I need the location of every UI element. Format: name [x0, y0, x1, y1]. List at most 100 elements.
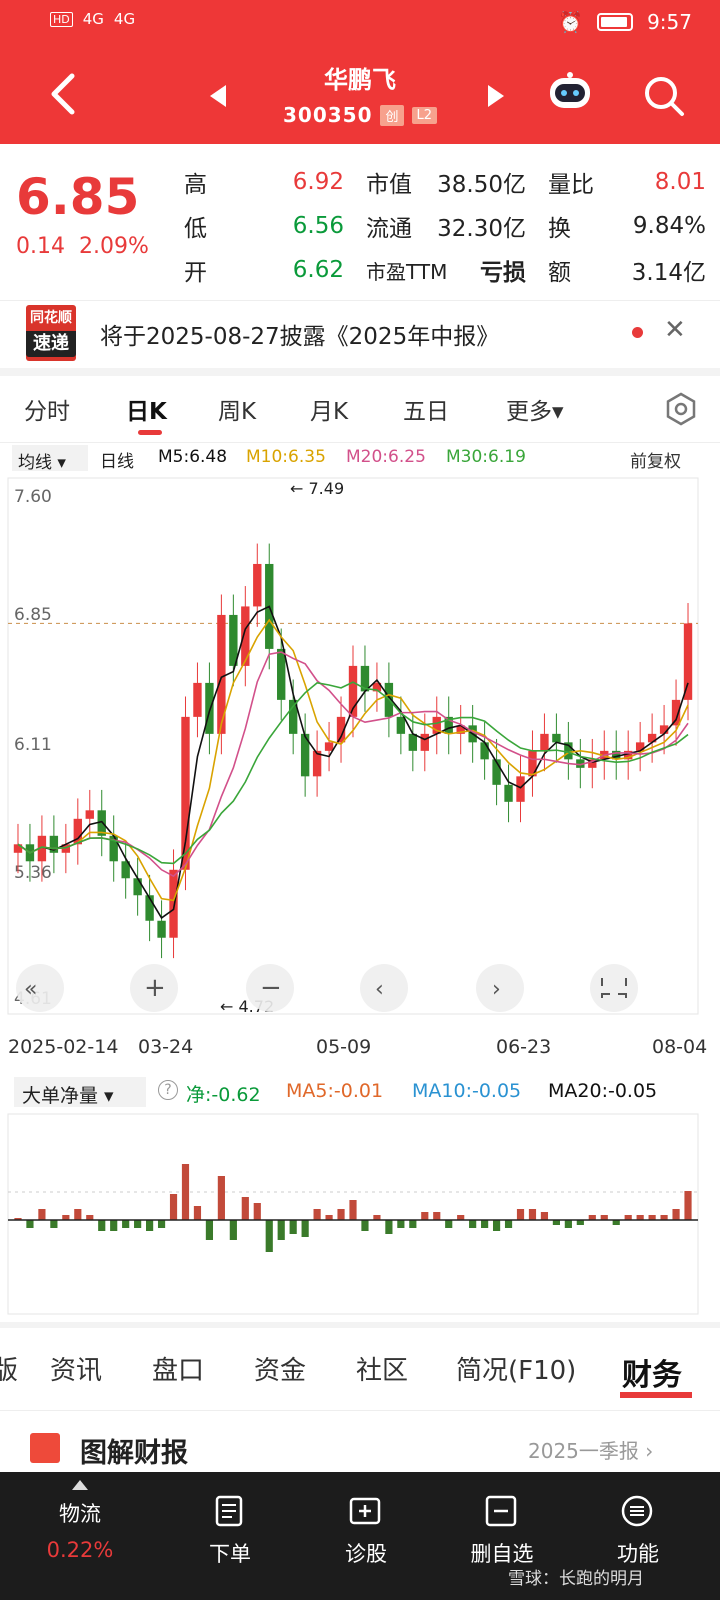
tab-more[interactable]: 更多▾ [506, 399, 564, 425]
tab-community[interactable]: 社区 [356, 1356, 409, 1386]
low-label: 低 [184, 216, 207, 242]
flow-bar [265, 1220, 273, 1252]
ma10-value: M10:6.35 [246, 447, 326, 467]
flow-indicator-dropdown[interactable]: 大单净量 ▾ [14, 1077, 146, 1107]
report-period-link[interactable]: 2025一季报 › [528, 1439, 654, 1463]
candle-body [372, 682, 382, 692]
flow-bar [241, 1197, 249, 1220]
candle-body [564, 742, 573, 760]
nav-sector[interactable]: 物流 0.22% [10, 1472, 150, 1600]
candle-body [169, 869, 178, 938]
candle-body [145, 895, 154, 921]
chinext-badge: 创 [380, 104, 404, 126]
flow-bar-chart[interactable] [0, 1112, 720, 1322]
y-label-low: 5.36 [14, 863, 52, 883]
flow-bar [433, 1212, 441, 1220]
tab-intraday[interactable]: 分时 [24, 399, 70, 425]
robot-assistant-icon[interactable] [546, 72, 594, 112]
nav-functions[interactable]: 功能 [568, 1472, 708, 1600]
candle-body [647, 733, 657, 743]
zoom-in-button[interactable]: + [130, 964, 178, 1012]
nav-diagnose[interactable]: 诊股 [296, 1472, 436, 1600]
flow-ma20: MA20:-0.05 [548, 1080, 658, 1102]
scroll-right-button[interactable]: › [476, 964, 524, 1012]
candle-body [277, 648, 286, 700]
flow-bar [169, 1194, 178, 1220]
flow-bar [349, 1200, 357, 1220]
search-icon[interactable] [642, 74, 686, 118]
y-label-top: 7.60 [14, 487, 52, 507]
candle-body [324, 742, 334, 751]
prev-stock-icon[interactable] [210, 85, 226, 107]
flow-bar [217, 1176, 225, 1220]
tab-financials[interactable]: 财务 [622, 1358, 682, 1393]
news-logo: 同花顺 速递 [26, 305, 76, 361]
candle-body [624, 750, 633, 760]
back-icon[interactable] [44, 70, 84, 118]
mktcap-value: 38.50亿 [437, 172, 526, 198]
date-label-4: 06-23 [496, 1036, 552, 1058]
candle-body [205, 682, 214, 734]
close-icon[interactable]: ✕ [664, 315, 686, 345]
price-change: 0.14 [16, 234, 65, 259]
candle-body [516, 776, 525, 802]
flow-bar [146, 1220, 154, 1231]
help-icon[interactable]: ? [158, 1080, 178, 1100]
financial-report-card[interactable]: 图解财报 2025一季报 › [0, 1410, 720, 1470]
settings-hexagon-icon[interactable] [664, 392, 698, 426]
nav-order[interactable]: 下单 [160, 1472, 300, 1600]
flow-bar [492, 1220, 501, 1231]
scroll-left-button[interactable]: ‹ [360, 964, 408, 1012]
tab-daily-k[interactable]: 日K [126, 399, 167, 425]
battery-icon [597, 13, 634, 31]
flow-bar [385, 1220, 393, 1234]
l2-badge: L2 [411, 106, 438, 124]
stock-code: 300350 [282, 103, 373, 127]
detail-tabs: 版 资讯 盘口 资金 社区 简况(F10) 财务 [0, 1336, 720, 1400]
next-stock-icon[interactable] [488, 85, 504, 107]
tab-f10[interactable]: 简况(F10) [456, 1356, 577, 1386]
fullscreen-button[interactable] [590, 964, 638, 1012]
candle-body [217, 614, 226, 734]
unread-dot [632, 327, 643, 338]
ma20-line [17, 651, 689, 878]
open-value: 6.62 [292, 257, 344, 283]
tab-orderbook[interactable]: 盘口 [152, 1356, 205, 1386]
pe-label: 市盈TTM [366, 259, 448, 284]
chart-report-icon [30, 1433, 60, 1463]
tab-weekly-k[interactable]: 周K [218, 399, 257, 425]
tab-five-day[interactable]: 五日 [403, 399, 449, 425]
flow-bar [26, 1220, 34, 1228]
news-banner[interactable]: 同花顺 速递 将于2025-08-27披露《2025年中报》 ✕ [0, 300, 720, 366]
mktcap-label: 市值 [366, 172, 412, 198]
candle-body [456, 725, 465, 734]
flow-bar [457, 1215, 465, 1220]
tab-monthly-k[interactable]: 月K [310, 399, 349, 425]
ma-dropdown[interactable]: 均线 ▾ [12, 445, 88, 473]
bottom-nav: 物流 0.22% 下单 诊股 删自选 功能 [0, 1472, 720, 1600]
date-label-5: 08-04 [652, 1036, 708, 1058]
candle-body [408, 733, 418, 751]
caret-up-icon [72, 1480, 88, 1490]
status-bar: HD 4G 4G ⏰ 9:57 [0, 0, 720, 46]
flow-bar [193, 1206, 202, 1220]
candle-body [671, 699, 681, 726]
nav-remove-watchlist[interactable]: 删自选 [432, 1472, 572, 1600]
zoom-out-fast-button[interactable]: « [16, 964, 64, 1012]
zoom-out-button[interactable]: − [246, 964, 294, 1012]
adjust-mode[interactable]: 前复权 [630, 452, 681, 472]
date-label-3: 05-09 [316, 1036, 372, 1058]
candle-body [37, 835, 47, 862]
period-label[interactable]: 日线 [100, 452, 134, 472]
flow-bar [313, 1209, 321, 1220]
flow-bar [86, 1215, 94, 1220]
flow-bar [445, 1220, 453, 1228]
menu-circle-icon [621, 1495, 653, 1527]
tab-news[interactable]: 资讯 [50, 1356, 103, 1386]
flow-bar [253, 1203, 261, 1220]
candle-body [635, 742, 645, 751]
tab-funds[interactable]: 资金 [254, 1356, 307, 1386]
flow-bar [540, 1212, 549, 1220]
candlestick-chart[interactable]: 7.60 6.85 6.11 5.36 4.61 ← 7.49 ← 4.72 «… [0, 474, 720, 1034]
news-text[interactable]: 将于2025-08-27披露《2025年中报》 [100, 324, 500, 350]
